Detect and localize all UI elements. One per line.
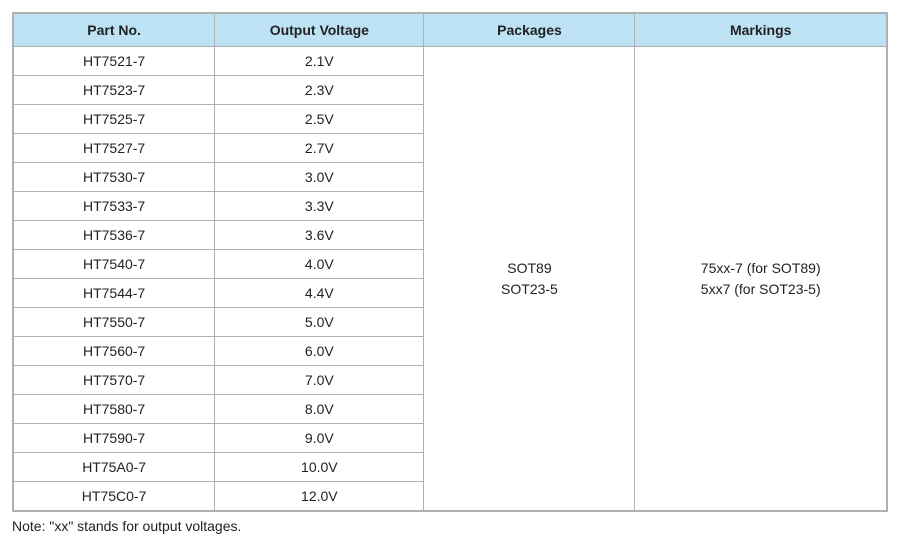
cell-part: HT7544-7 [13, 279, 215, 308]
cell-voltage: 4.0V [215, 250, 424, 279]
cell-part: HT7527-7 [13, 134, 215, 163]
cell-part: HT7530-7 [13, 163, 215, 192]
col-header-markings: Markings [635, 13, 887, 47]
cell-part: HT75C0-7 [13, 482, 215, 512]
col-header-voltage: Output Voltage [215, 13, 424, 47]
cell-part: HT7540-7 [13, 250, 215, 279]
cell-voltage: 12.0V [215, 482, 424, 512]
cell-voltage: 2.7V [215, 134, 424, 163]
cell-part: HT7590-7 [13, 424, 215, 453]
cell-part: HT75A0-7 [13, 453, 215, 482]
cell-voltage: 10.0V [215, 453, 424, 482]
col-header-part: Part No. [13, 13, 215, 47]
cell-voltage: 9.0V [215, 424, 424, 453]
cell-part: HT7533-7 [13, 192, 215, 221]
cell-voltage: 8.0V [215, 395, 424, 424]
cell-voltage: 2.3V [215, 76, 424, 105]
cell-voltage: 2.1V [215, 47, 424, 76]
table-body: HT7521-72.1VSOT89SOT23-575xx-7 (for SOT8… [13, 47, 887, 512]
cell-part: HT7521-7 [13, 47, 215, 76]
cell-part: HT7550-7 [13, 308, 215, 337]
cell-voltage: 3.3V [215, 192, 424, 221]
cell-voltage: 7.0V [215, 366, 424, 395]
cell-voltage: 3.6V [215, 221, 424, 250]
cell-part: HT7536-7 [13, 221, 215, 250]
cell-part: HT7580-7 [13, 395, 215, 424]
cell-voltage: 5.0V [215, 308, 424, 337]
col-header-packages: Packages [424, 13, 635, 47]
cell-part: HT7523-7 [13, 76, 215, 105]
cell-part: HT7525-7 [13, 105, 215, 134]
cell-voltage: 2.5V [215, 105, 424, 134]
cell-voltage: 6.0V [215, 337, 424, 366]
parts-table: Part No. Output Voltage Packages Marking… [12, 12, 888, 512]
cell-part: HT7560-7 [13, 337, 215, 366]
table-row: HT7521-72.1VSOT89SOT23-575xx-7 (for SOT8… [13, 47, 887, 76]
cell-markings: 75xx-7 (for SOT89)5xx7 (for SOT23-5) [635, 47, 887, 512]
header-row: Part No. Output Voltage Packages Marking… [13, 13, 887, 47]
cell-part: HT7570-7 [13, 366, 215, 395]
cell-voltage: 4.4V [215, 279, 424, 308]
cell-packages: SOT89SOT23-5 [424, 47, 635, 512]
cell-voltage: 3.0V [215, 163, 424, 192]
footnote: Note: "xx" stands for output voltages. [12, 518, 888, 534]
